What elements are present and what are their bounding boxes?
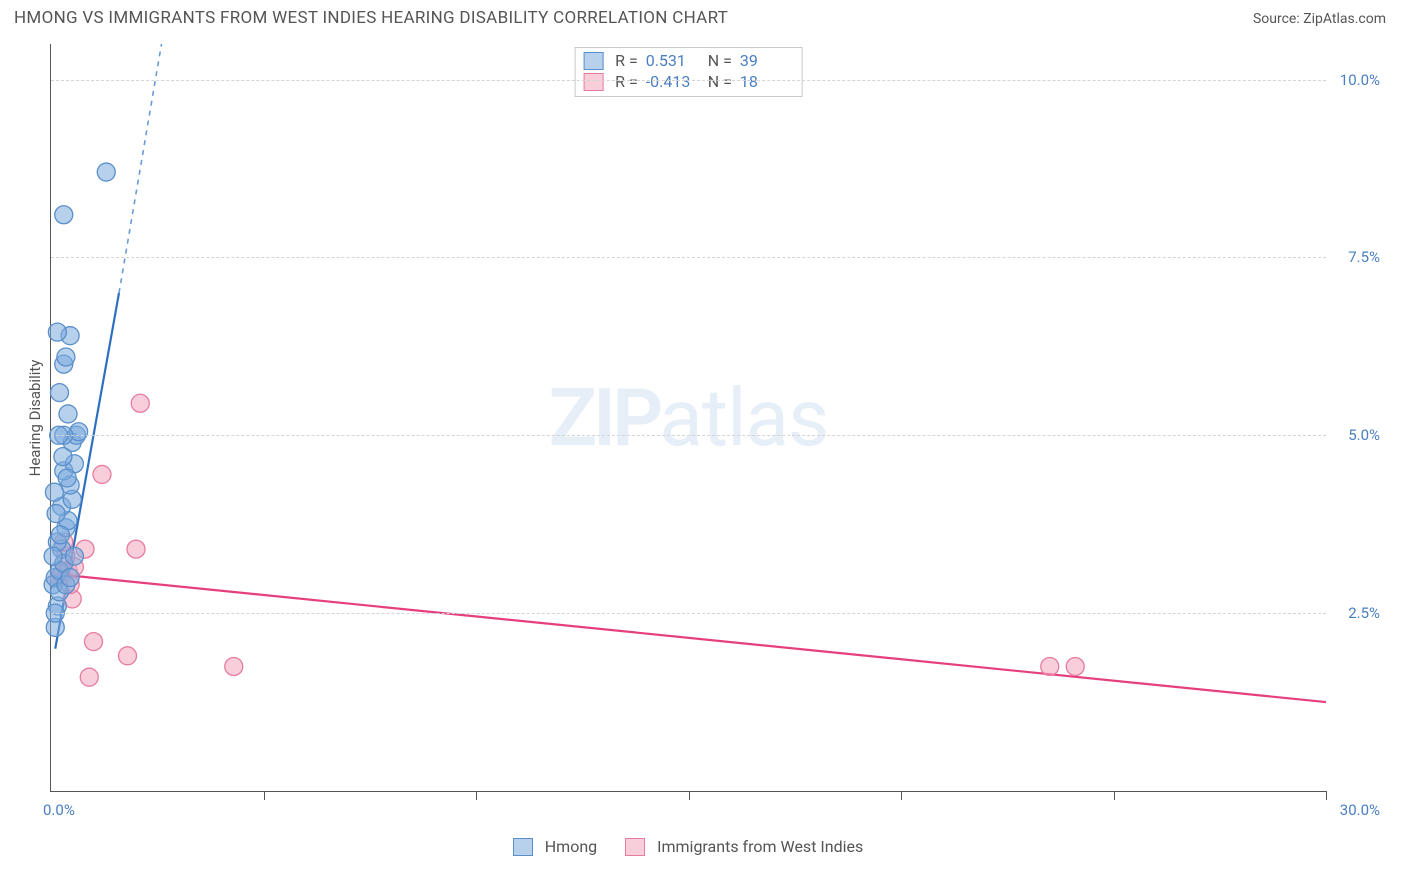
n-label: N = xyxy=(708,51,732,70)
y-tick-label: 7.5% xyxy=(1348,248,1380,266)
n-value-hmong: 39 xyxy=(740,51,794,70)
data-point xyxy=(59,405,77,423)
y-tick-label: 2.5% xyxy=(1348,604,1380,622)
data-point xyxy=(119,647,137,665)
data-point xyxy=(45,483,63,501)
legend-item-hmong: Hmong xyxy=(513,837,597,856)
plot-area: Hearing Disability ZIPatlas R = 0.531 N … xyxy=(50,44,1326,792)
data-point xyxy=(48,323,66,341)
header: HMONG VS IMMIGRANTS FROM WEST INDIES HEA… xyxy=(0,0,1406,32)
x-tick xyxy=(689,791,690,800)
n-value-wi: 18 xyxy=(740,72,794,91)
data-point xyxy=(1041,658,1059,676)
data-point xyxy=(58,469,76,487)
data-point xyxy=(80,668,98,686)
data-point xyxy=(127,540,145,558)
data-point xyxy=(97,163,115,181)
chart-title: HMONG VS IMMIGRANTS FROM WEST INDIES HEA… xyxy=(14,8,728,28)
swatch-blue-icon xyxy=(513,838,533,856)
x-axis-end-label: 30.0% xyxy=(1340,801,1380,819)
data-point xyxy=(57,348,75,366)
scatter-svg xyxy=(51,44,1326,791)
y-tick-label: 5.0% xyxy=(1348,426,1380,444)
data-point xyxy=(51,526,69,544)
r-label: R = xyxy=(615,72,638,91)
gridline xyxy=(51,257,1326,258)
source-attribution: Source: ZipAtlas.com xyxy=(1253,11,1386,27)
n-label: N = xyxy=(708,72,732,91)
swatch-blue-icon xyxy=(583,52,603,70)
r-label: R = xyxy=(615,51,638,70)
legend-item-wi: Immigrants from West Indies xyxy=(625,837,863,856)
swatch-pink-icon xyxy=(625,838,645,856)
legend-stats-row-wi: R = -0.413 N = 18 xyxy=(583,71,794,92)
legend-label-wi: Immigrants from West Indies xyxy=(657,837,863,856)
x-axis-start-label: 0.0% xyxy=(43,801,75,819)
x-tick xyxy=(264,791,265,800)
data-point xyxy=(225,658,243,676)
data-point xyxy=(1066,658,1084,676)
data-point xyxy=(131,394,149,412)
legend-stats-box: R = 0.531 N = 39 R = -0.413 N = 18 xyxy=(574,47,803,97)
data-point xyxy=(44,547,62,565)
data-point xyxy=(61,569,79,587)
y-axis-label: Hearing Disability xyxy=(26,359,44,476)
swatch-pink-icon xyxy=(583,73,603,91)
r-value-hmong: 0.531 xyxy=(646,51,700,70)
gridline xyxy=(51,613,1326,614)
x-tick xyxy=(1114,791,1115,800)
legend-stats-row-hmong: R = 0.531 N = 39 xyxy=(583,50,794,71)
r-value-wi: -0.413 xyxy=(646,72,700,91)
gridline xyxy=(51,435,1326,436)
legend-label-hmong: Hmong xyxy=(545,837,597,856)
gridline xyxy=(51,80,1326,81)
data-point xyxy=(51,384,69,402)
x-tick xyxy=(901,791,902,800)
data-point xyxy=(93,465,111,483)
bottom-legend: Hmong Immigrants from West Indies xyxy=(50,837,1326,856)
chart-container: Hearing Disability ZIPatlas R = 0.531 N … xyxy=(14,44,1386,862)
data-point xyxy=(55,206,73,224)
data-point xyxy=(65,547,83,565)
data-point xyxy=(85,633,103,651)
data-point xyxy=(47,505,65,523)
x-tick xyxy=(1326,791,1327,800)
x-tick xyxy=(476,791,477,800)
y-tick-label: 10.0% xyxy=(1340,71,1380,89)
data-point xyxy=(54,448,72,466)
